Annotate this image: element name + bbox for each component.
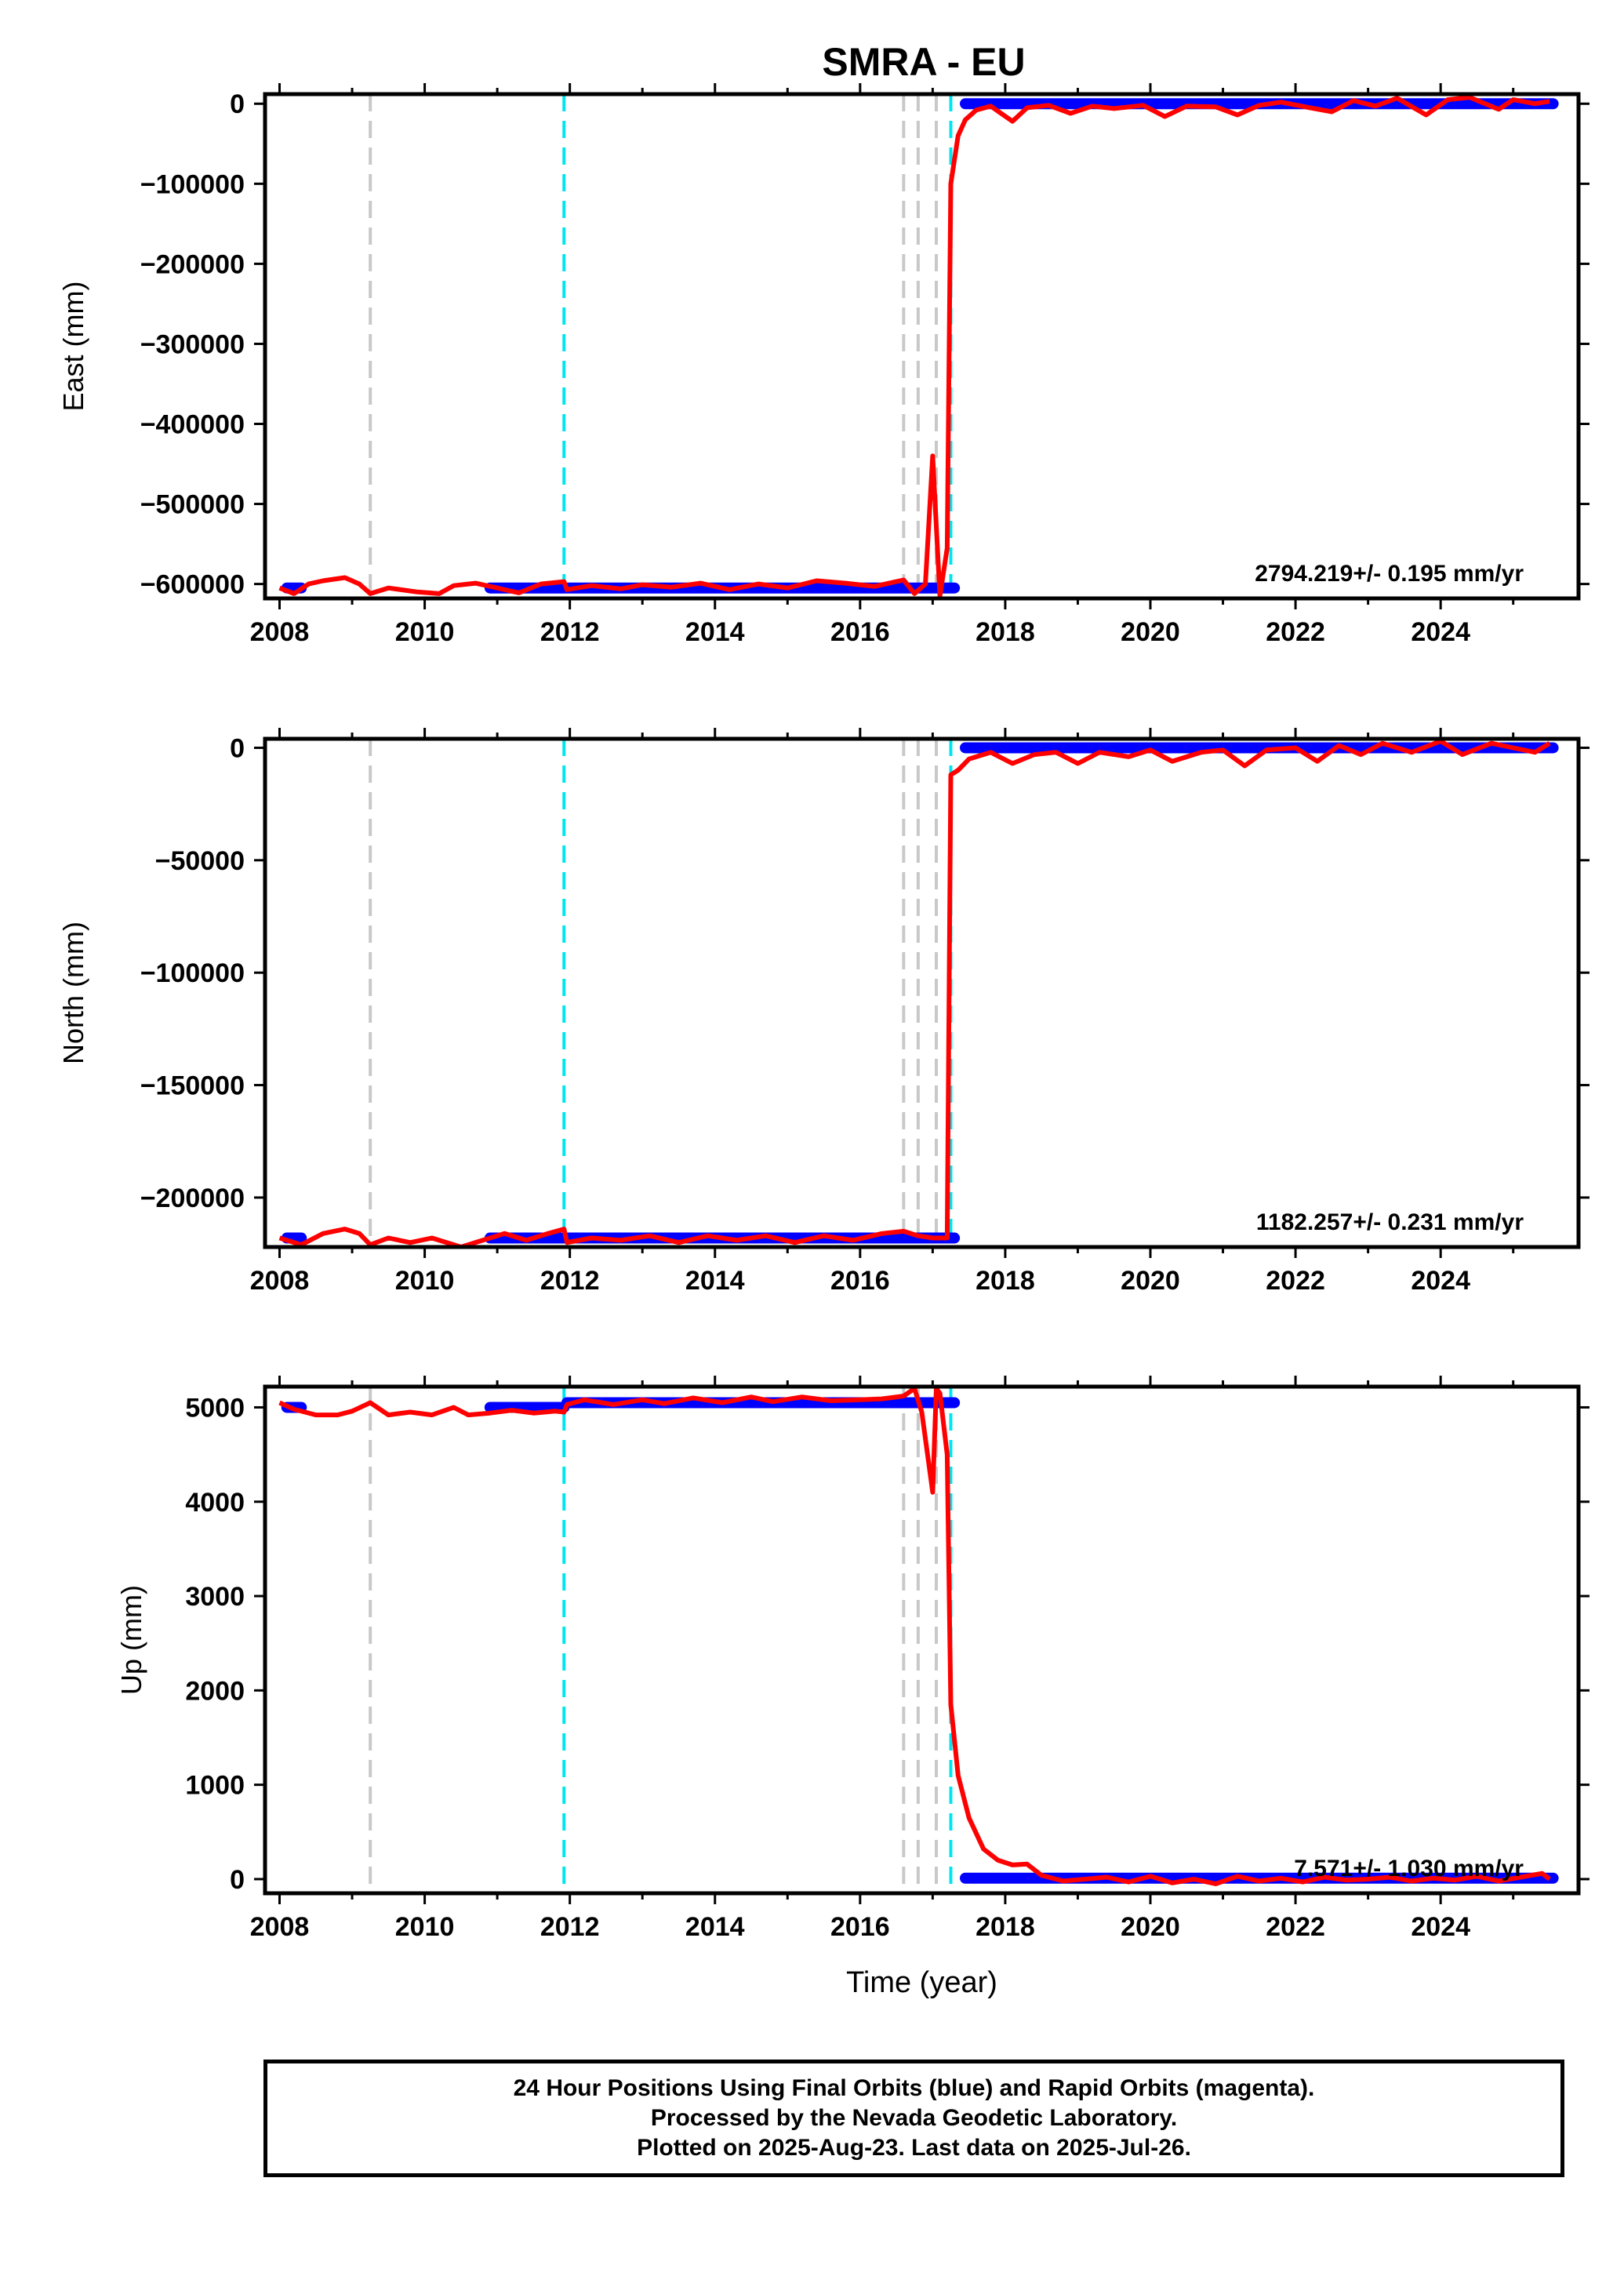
north-x-tick-label: 2012 xyxy=(540,1266,600,1296)
east-y-tick-label: −600000 xyxy=(140,570,245,600)
north-x-tick-label: 2016 xyxy=(830,1266,890,1296)
up-smoothed-series xyxy=(278,1387,1551,1886)
up-panel: 2008 2010 2012 2014 2016 2018 2020 2022 2024 0 100… xyxy=(115,1376,1589,1999)
east-y-tick-label: −400000 xyxy=(140,410,245,440)
east-plot-area xyxy=(278,94,1559,598)
east-y-tick-label: 0 xyxy=(230,89,245,119)
north-x-tick-label: 2020 xyxy=(1121,1266,1180,1296)
east-y-tick-label: −300000 xyxy=(140,329,245,359)
east-x-tick-label: 2024 xyxy=(1411,617,1470,647)
north-y-tick-label: 0 xyxy=(230,733,245,763)
east-y-axis-label: East (mm) xyxy=(57,282,89,412)
north-x-tick-label: 2014 xyxy=(685,1266,745,1296)
north-x-tick-label: 2024 xyxy=(1411,1266,1470,1296)
east-x-tick-label: 2020 xyxy=(1121,617,1180,647)
north-x-tick-label: 2022 xyxy=(1266,1266,1325,1296)
north-x-tick-label: 2008 xyxy=(250,1266,310,1296)
up-velocity-text: 7.571+/- 1.030 mm/yr xyxy=(1294,1856,1524,1882)
east-x-tick-label: 2010 xyxy=(395,617,455,647)
east-velocity-text: 2794.219+/- 0.195 mm/yr xyxy=(1255,561,1524,587)
up-x-tick-label: 2008 xyxy=(250,1912,310,1942)
north-x-tick-label: 2018 xyxy=(975,1266,1035,1296)
north-y-tick-label: −100000 xyxy=(140,958,245,988)
up-y-tick-label: 1000 xyxy=(185,1771,245,1801)
north-y-axis-label: North (mm) xyxy=(57,922,89,1064)
east-x-tick-label: 2008 xyxy=(250,617,310,647)
east-x-tick-label: 2018 xyxy=(975,617,1035,647)
east-y-tick-label: −500000 xyxy=(140,490,245,520)
east-x-tick-label: 2014 xyxy=(685,617,745,647)
north-y-tick-label: −150000 xyxy=(140,1071,245,1101)
east-plot-frame xyxy=(263,92,1581,601)
north-y-tick-label: −50000 xyxy=(155,846,245,876)
east-x-tick-label: 2012 xyxy=(540,617,600,647)
north-panel: 2008 2010 2012 2014 2016 2018 2020 2022 2024 0 −50… xyxy=(57,728,1589,1296)
east-y-tick-label: −100000 xyxy=(140,169,245,199)
up-x-tick-label: 2014 xyxy=(685,1912,745,1942)
caption-line-1: 24 Hour Positions Using Final Orbits (bl… xyxy=(513,2075,1315,2101)
north-plot-area xyxy=(278,739,1559,1247)
caption-line-3: Plotted on 2025-Aug-23. Last data on 202… xyxy=(637,2135,1191,2161)
up-x-tick-label: 2018 xyxy=(975,1912,1035,1942)
caption-line-2: Processed by the Nevada Geodetic Laborat… xyxy=(650,2105,1178,2131)
north-plot-frame xyxy=(263,736,1581,1249)
up-plot-frame xyxy=(263,1384,1581,1896)
up-y-axis-label: Up (mm) xyxy=(115,1585,147,1695)
up-y-tick-label: 2000 xyxy=(185,1676,245,1706)
up-y-tick-label: 4000 xyxy=(185,1488,245,1518)
up-x-tick-label: 2020 xyxy=(1121,1912,1180,1942)
caption-box: 24 Hour Positions Using Final Orbits (bl… xyxy=(263,2060,1564,2177)
up-y-tick-label: 5000 xyxy=(185,1393,245,1423)
east-smoothed-series xyxy=(278,95,1550,598)
up-x-axis-label: Time (year) xyxy=(846,1966,997,1999)
north-smoothed-series xyxy=(278,739,1551,1247)
up-x-tick-label: 2012 xyxy=(540,1912,600,1942)
east-panel: 2008 2010 2012 2014 2016 2018 2020 2022 2024 0 −10… xyxy=(57,83,1589,647)
up-x-tick-label: 2022 xyxy=(1266,1912,1325,1942)
east-y-tick-label: −200000 xyxy=(140,249,245,279)
up-x-tick-label: 2010 xyxy=(395,1912,455,1942)
north-y-tick-label: −200000 xyxy=(140,1183,245,1213)
up-x-tick-label: 2016 xyxy=(830,1912,890,1942)
east-x-tick-label: 2022 xyxy=(1266,617,1325,647)
up-y-tick-label: 0 xyxy=(230,1865,245,1895)
up-plot-area xyxy=(278,1387,1559,1893)
north-velocity-text: 1182.257+/- 0.231 mm/yr xyxy=(1256,1209,1524,1235)
east-x-tick-label: 2016 xyxy=(830,617,890,647)
up-y-tick-label: 3000 xyxy=(185,1582,245,1612)
north-x-tick-label: 2010 xyxy=(395,1266,455,1296)
chart-title: SMRA - EU xyxy=(822,40,1025,84)
up-x-tick-label: 2024 xyxy=(1411,1912,1470,1942)
